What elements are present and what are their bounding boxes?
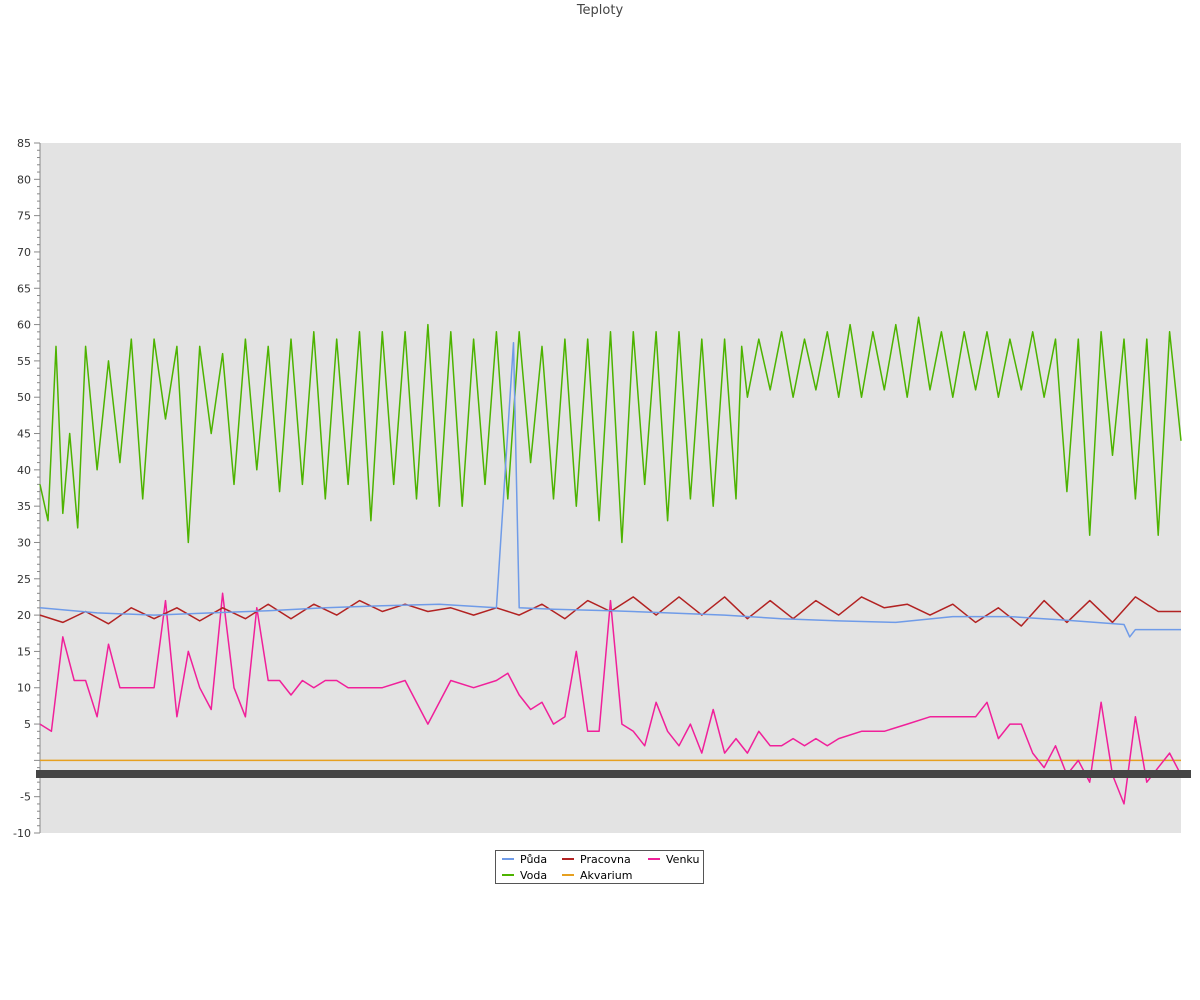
y-tick-label: 30 [17,536,31,549]
y-tick-label: 75 [17,210,31,223]
y-tick-label: 35 [17,500,31,513]
y-tick-label: 65 [17,282,31,295]
series-group [39,316,1182,805]
y-tick-label: 40 [17,464,31,477]
y-tick-label: 85 [17,137,31,150]
y-tick-label: 50 [17,391,31,404]
y-tick-label: 45 [17,428,31,441]
series-line-venku [39,592,1182,805]
y-tick-label: 20 [17,609,31,622]
plot-area [40,143,1181,833]
legend-swatch [562,874,574,876]
y-tick-label: 70 [17,246,31,259]
series-line-voda [39,316,1182,544]
legend-swatch [502,874,514,876]
y-tick-label: 10 [17,682,31,695]
legend-label: Voda [520,869,548,882]
chart-title: Teploty [576,3,624,18]
y-tick-label: -5 [20,791,31,804]
legend-item: Akvarium [562,869,632,882]
legend: Půda Voda Pracovna Akvarium Venku [495,850,704,884]
y-tick-label: 55 [17,355,31,368]
legend-label: Akvarium [580,869,633,882]
y-tick-label: 15 [17,645,31,658]
legend-label: Venku [666,853,700,866]
y-axis: 85 80 75 70 65 60 55 50 45 40 35 30 25 20 15 10 5 -5 -10 [13,137,41,840]
legend-item: Půda [502,853,547,866]
series-line-půda [39,341,1181,638]
y-tick-label: 25 [17,573,31,586]
y-tick-label: 5 [24,718,31,731]
y-tick-label: 60 [17,319,31,332]
legend-label: Pracovna [580,853,631,866]
y-tick-label: -10 [13,827,31,840]
legend-swatch [648,858,660,860]
legend-swatch [562,858,574,860]
legend-item: Voda [502,869,547,882]
x-axis-band [36,770,1191,778]
legend-swatch [502,858,514,860]
legend-item: Venku [648,853,699,866]
legend-label: Půda [520,853,548,866]
legend-item: Pracovna [562,853,631,866]
y-tick-label: 80 [17,173,31,186]
